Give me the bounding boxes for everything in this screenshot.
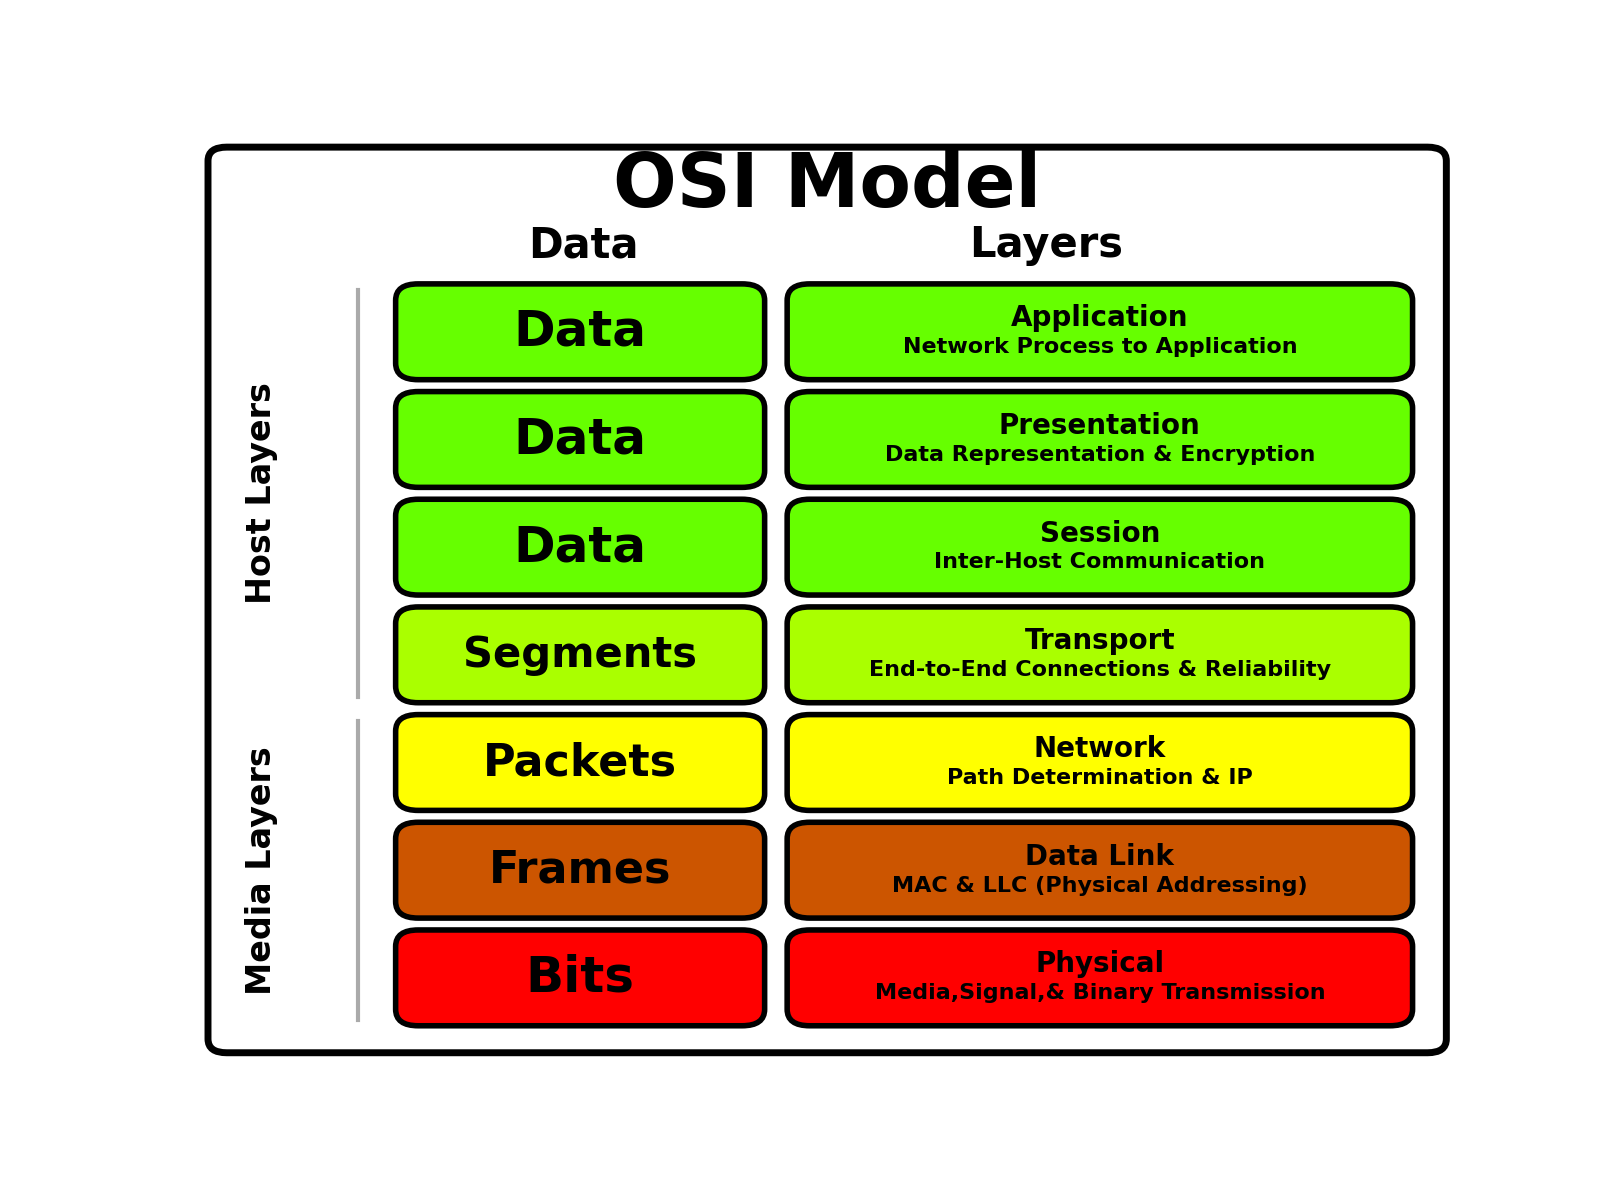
Text: MAC & LLC (Physical Addressing): MAC & LLC (Physical Addressing) <box>893 876 1307 896</box>
FancyBboxPatch shape <box>788 930 1412 1025</box>
Text: Session: Session <box>1039 519 1160 548</box>
Text: Segments: Segments <box>463 634 697 676</box>
Text: Media Layers: Media Layers <box>245 746 278 994</box>
Text: Network Process to Application: Network Process to Application <box>902 337 1298 358</box>
FancyBboxPatch shape <box>788 392 1412 487</box>
Text: Data: Data <box>513 416 647 463</box>
Text: Application: Application <box>1010 304 1188 333</box>
Text: Transport: Transport <box>1025 627 1175 656</box>
Text: Presentation: Presentation <box>999 412 1201 440</box>
Text: Layers: Layers <box>968 225 1123 266</box>
FancyBboxPatch shape <box>788 284 1412 380</box>
FancyBboxPatch shape <box>208 147 1446 1053</box>
Text: Frames: Frames <box>489 848 671 892</box>
Text: Data: Data <box>513 308 647 355</box>
Text: Data: Data <box>528 225 639 266</box>
Text: Host Layers: Host Layers <box>245 383 278 605</box>
FancyBboxPatch shape <box>395 930 765 1025</box>
FancyBboxPatch shape <box>788 607 1412 703</box>
Text: Data Link: Data Link <box>1025 842 1175 871</box>
Text: OSI Model: OSI Model <box>613 150 1041 223</box>
FancyBboxPatch shape <box>395 284 765 380</box>
FancyBboxPatch shape <box>788 499 1412 595</box>
Text: Network: Network <box>1033 735 1165 763</box>
FancyBboxPatch shape <box>788 715 1412 810</box>
Text: Path Determination & IP: Path Determination & IP <box>947 767 1252 788</box>
FancyBboxPatch shape <box>395 392 765 487</box>
FancyBboxPatch shape <box>788 822 1412 918</box>
Text: Packets: Packets <box>483 741 678 784</box>
Text: Media,Signal,& Binary Transmission: Media,Signal,& Binary Transmission <box>875 984 1325 1003</box>
FancyBboxPatch shape <box>395 715 765 810</box>
FancyBboxPatch shape <box>395 822 765 918</box>
Text: Physical: Physical <box>1035 950 1164 979</box>
Text: Data Representation & Encryption: Data Representation & Encryption <box>884 444 1315 465</box>
Text: Data: Data <box>513 523 647 571</box>
Text: Inter-Host Communication: Inter-Host Communication <box>935 552 1265 573</box>
Text: Bits: Bits <box>526 954 634 1001</box>
FancyBboxPatch shape <box>395 607 765 703</box>
Text: End-to-End Connections & Reliability: End-to-End Connections & Reliability <box>868 661 1332 681</box>
FancyBboxPatch shape <box>395 499 765 595</box>
